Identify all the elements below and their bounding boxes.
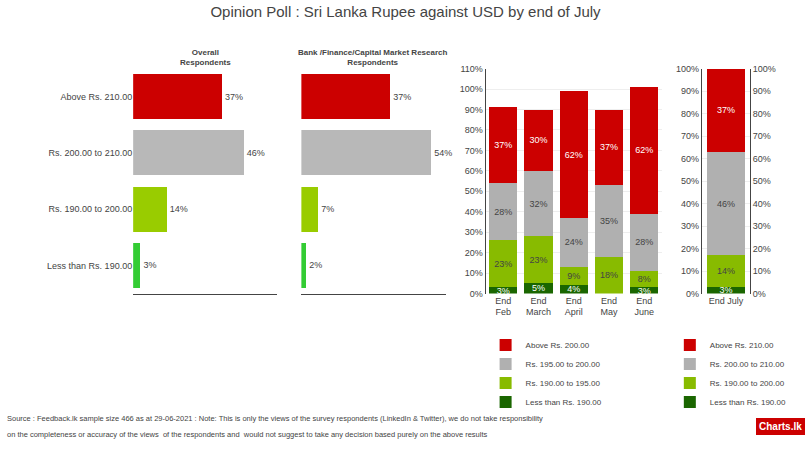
svg-text:46%: 46% (717, 199, 735, 209)
svg-text:90%: 90% (465, 105, 483, 115)
svg-text:Above Rs. 210.00: Above Rs. 210.00 (61, 92, 133, 102)
svg-text:37%: 37% (494, 140, 512, 150)
svg-text:0%: 0% (753, 289, 766, 299)
svg-text:3%: 3% (719, 285, 732, 295)
svg-text:100%: 100% (460, 84, 483, 94)
svg-text:3%: 3% (143, 260, 156, 270)
svg-text:Less than Rs. 190.00: Less than Rs. 190.00 (710, 398, 786, 407)
svg-text:28%: 28% (635, 237, 653, 247)
svg-text:EndFeb: EndFeb (495, 296, 511, 318)
svg-text:0%: 0% (686, 289, 699, 299)
svg-text:50%: 50% (465, 186, 483, 196)
svg-text:Rs. 200.00 to 210.00: Rs. 200.00 to 210.00 (710, 360, 785, 369)
svg-text:Rs. 195.00 to 200.00: Rs. 195.00 to 200.00 (526, 360, 601, 369)
svg-text:70%: 70% (681, 131, 699, 141)
svg-text:Source : Feedback.lk sample si: Source : Feedback.lk sample size 466 as … (7, 414, 543, 423)
svg-text:40%: 40% (465, 207, 483, 217)
svg-text:8%: 8% (638, 274, 651, 284)
svg-text:30%: 30% (465, 227, 483, 237)
svg-text:32%: 32% (529, 199, 547, 209)
svg-text:Less than Rs. 190.00: Less than Rs. 190.00 (526, 398, 602, 407)
svg-text:5%: 5% (532, 283, 545, 293)
svg-text:80%: 80% (465, 125, 483, 135)
svg-text:30%: 30% (753, 221, 771, 231)
svg-text:10%: 10% (681, 266, 699, 276)
svg-text:Above Rs. 210.00: Above Rs. 210.00 (710, 341, 774, 350)
svg-text:Opinion Poll : Sri Lanka Rupee: Opinion Poll : Sri Lanka Rupee against U… (210, 3, 601, 20)
svg-text:Charts.lk: Charts.lk (759, 421, 802, 432)
svg-text:EndMarch: EndMarch (526, 296, 551, 318)
svg-text:Rs. 190.00 to 200.00: Rs. 190.00 to 200.00 (49, 204, 133, 214)
svg-text:7%: 7% (321, 204, 334, 214)
svg-text:10%: 10% (753, 266, 771, 276)
svg-text:37%: 37% (717, 105, 735, 115)
svg-text:100%: 100% (753, 64, 776, 74)
svg-text:30%: 30% (681, 221, 699, 231)
svg-text:23%: 23% (529, 255, 547, 265)
svg-text:37%: 37% (225, 92, 243, 102)
svg-text:18%: 18% (600, 270, 618, 280)
svg-text:Rs. 190.00 to 200.00: Rs. 190.00 to 200.00 (710, 379, 785, 388)
svg-text:0%: 0% (470, 289, 483, 299)
svg-text:EndMay: EndMay (600, 296, 618, 318)
svg-text:40%: 40% (681, 199, 699, 209)
svg-text:90%: 90% (753, 86, 771, 96)
svg-text:37%: 37% (600, 142, 618, 152)
svg-text:Rs. 200.00 to 210.00: Rs. 200.00 to 210.00 (49, 148, 133, 158)
svg-text:80%: 80% (681, 109, 699, 119)
svg-text:54%: 54% (434, 148, 452, 158)
svg-text:OverallRespondents: OverallRespondents (180, 48, 231, 67)
svg-text:60%: 60% (681, 154, 699, 164)
svg-text:35%: 35% (600, 216, 618, 226)
svg-text:3%: 3% (497, 286, 510, 296)
svg-text:28%: 28% (494, 207, 512, 217)
svg-text:20%: 20% (753, 244, 771, 254)
svg-text:EndApril: EndApril (565, 296, 583, 318)
svg-text:60%: 60% (465, 166, 483, 176)
svg-text:Less than Rs. 190.00: Less than Rs. 190.00 (47, 261, 132, 271)
svg-text:23%: 23% (494, 259, 512, 269)
svg-text:14%: 14% (717, 266, 735, 276)
svg-text:10%: 10% (465, 268, 483, 278)
svg-text:3%: 3% (638, 286, 651, 296)
svg-text:80%: 80% (753, 109, 771, 119)
svg-text:90%: 90% (681, 86, 699, 96)
svg-text:110%: 110% (460, 64, 482, 74)
svg-text:40%: 40% (753, 199, 771, 209)
svg-text:on the completeness or accurac: on the completeness or accuracy of the v… (7, 430, 488, 439)
svg-text:End July: End July (709, 296, 744, 306)
svg-text:62%: 62% (565, 150, 583, 160)
svg-text:Above Rs. 200.00: Above Rs. 200.00 (526, 341, 590, 350)
svg-text:50%: 50% (681, 176, 699, 186)
svg-text:4%: 4% (567, 284, 580, 294)
svg-text:Rs. 190.00 to 195.00: Rs. 190.00 to 195.00 (526, 379, 601, 388)
svg-text:70%: 70% (753, 131, 771, 141)
svg-text:60%: 60% (753, 154, 771, 164)
svg-text:EndJune: EndJune (634, 296, 654, 318)
svg-text:46%: 46% (247, 148, 265, 158)
svg-text:62%: 62% (635, 145, 653, 155)
svg-text:20%: 20% (465, 248, 483, 258)
svg-text:2%: 2% (309, 260, 322, 270)
svg-text:50%: 50% (753, 176, 771, 186)
svg-text:100%: 100% (676, 64, 699, 74)
svg-text:Bank /Finance/Capital Market R: Bank /Finance/Capital Market ResearchRes… (298, 48, 448, 67)
svg-text:9%: 9% (567, 271, 580, 281)
svg-text:24%: 24% (565, 237, 583, 247)
svg-text:14%: 14% (170, 204, 188, 214)
svg-text:20%: 20% (681, 244, 699, 254)
svg-text:30%: 30% (529, 135, 547, 145)
svg-text:37%: 37% (393, 92, 411, 102)
svg-text:70%: 70% (465, 146, 483, 156)
